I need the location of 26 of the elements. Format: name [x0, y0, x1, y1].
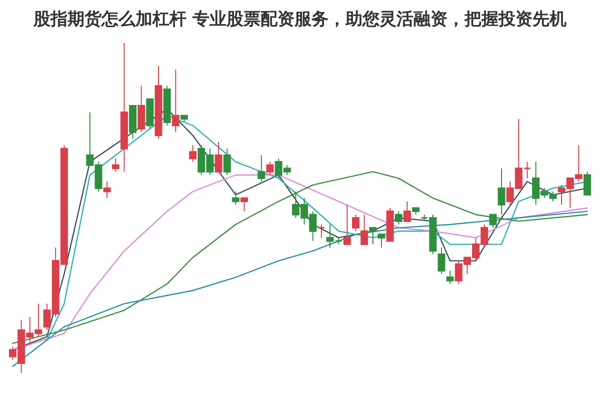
candlestick [258, 154, 266, 182]
candlestick [489, 214, 497, 228]
candlestick [240, 197, 248, 212]
candlestick [446, 270, 454, 284]
chart-title: 股指期货怎么加杠杆 专业股票配资服务，助您灵活融资，把握投资先机 [32, 10, 566, 30]
candlestick [214, 142, 222, 172]
candlestick [232, 191, 240, 206]
candlestick [360, 214, 368, 246]
candlestick [189, 144, 197, 162]
candlestick [266, 161, 274, 176]
candlestick [403, 200, 411, 222]
candlestick [394, 210, 402, 225]
candlestick [369, 227, 377, 245]
candlestick [524, 161, 532, 179]
candlestick [584, 171, 592, 196]
candlestick [103, 181, 111, 199]
candlestick [378, 234, 386, 248]
candlestick [138, 85, 146, 133]
candlestick [223, 148, 231, 176]
candlestick [172, 68, 180, 133]
candlestick [318, 224, 326, 238]
candlestick [438, 247, 446, 274]
candlestick [343, 204, 351, 246]
candlestick [112, 158, 120, 172]
candlestick [498, 168, 506, 216]
candlestick [352, 214, 360, 232]
